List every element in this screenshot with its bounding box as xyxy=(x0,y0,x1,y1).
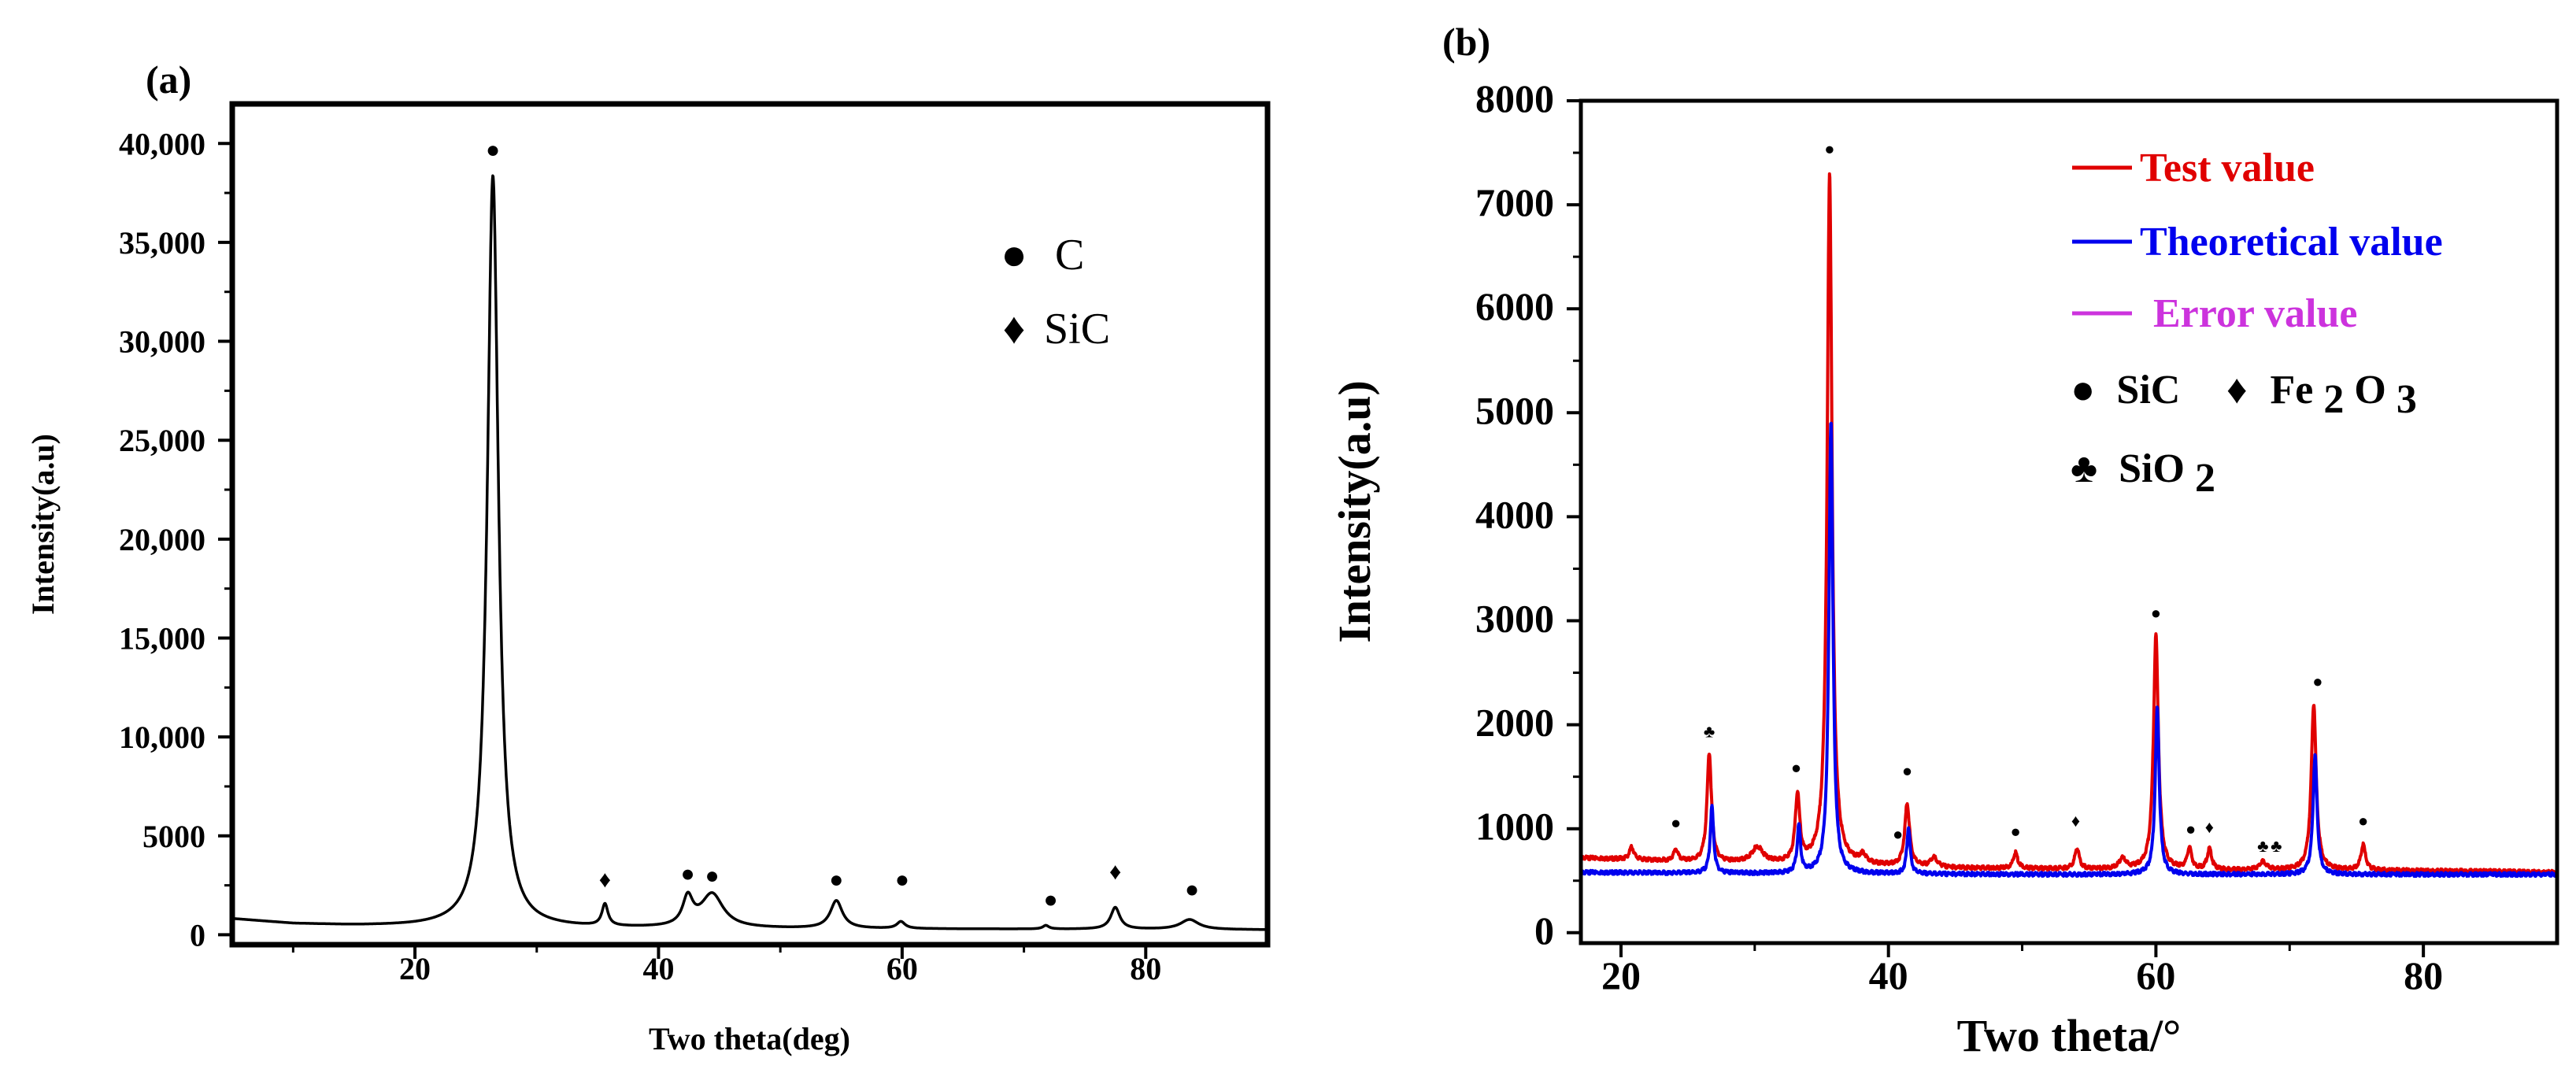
panel-a-y-axis-label: Intensity(a.u) xyxy=(25,434,61,615)
panel-b-markers-group: ●♣●●●●●♦●● ♦♣ ♣●● xyxy=(1671,139,2368,856)
panel-b-x-tick-label-1: 40 xyxy=(1869,953,1908,997)
panel-b-legend: Test value Theoretical value Error value… xyxy=(2071,146,2443,501)
panel-b-x-tick-label-3: 80 xyxy=(2404,953,2443,997)
legend-label-test-value: Test value xyxy=(2140,146,2315,191)
panel-b-phase-marker-0: ● xyxy=(1671,813,1681,833)
panel-b-x-tick-label-2: 60 xyxy=(2136,953,2175,997)
panel-b-phase-marker-10: ♦ xyxy=(2205,817,2214,837)
panel-a-phase-marker-5: ● xyxy=(895,867,909,893)
phase-legend-sic-symbol: ● xyxy=(2071,368,2095,413)
panel-a-plot-frame xyxy=(229,101,1271,948)
panel-b-y-tick-label-6: 6000 xyxy=(1475,284,1554,328)
panel-a-markers-group: ● ♦ ● ● ● ● ● ♦ ● xyxy=(486,137,1199,913)
panel-b-y-tick-label-8: 8000 xyxy=(1475,76,1554,120)
panel-b-y-tick-label-1: 1000 xyxy=(1475,805,1554,849)
panel-a: (a) ●♦ ● ● ● ●●♦● 20 40 60 800500010,00015,0002… xyxy=(25,57,1271,1056)
phase-legend-fe2o3: ♦ Fe 2 O 3 xyxy=(2226,368,2417,422)
panel-a-y-tick-label-1: 5000 xyxy=(142,819,205,854)
panel-a-phase-marker-6: ● xyxy=(1044,886,1058,912)
panel-a-x-tick-label-3: 80 xyxy=(1130,951,1161,986)
phase-legend-sic-label: SiC xyxy=(2116,368,2180,413)
panel-b-y-tick-label-7: 7000 xyxy=(1475,180,1554,224)
phase-legend-fe2o3-mid: O xyxy=(2354,368,2385,413)
panel-a-ticks-group: 20 40 60 80 0 5000 10,000 15,000 20,000 25,000 30,… xyxy=(119,126,1161,986)
panel-b-phase-marker-12: ♣ xyxy=(2271,836,2282,856)
phase-legend-sio2-symbol: ♣ xyxy=(2071,446,2097,491)
phase-legend-sio2-label: SiO xyxy=(2119,446,2185,491)
phase-legend-sic: ● SiC xyxy=(2071,368,2180,413)
panel-b-plot-frame xyxy=(1579,98,2559,945)
panel-a-legend-symbol-0: ● xyxy=(1001,231,1027,279)
panel-a-x-axis-label: Two theta(deg) xyxy=(649,1021,850,1056)
phase-legend-fe2o3-sub2: 3 xyxy=(2396,377,2417,422)
panel-b-phase-marker-11: ♣ xyxy=(2257,836,2268,856)
panel-b-y-tick-label-4: 4000 xyxy=(1475,492,1554,536)
phase-legend-sio2: ♣ SiO 2 xyxy=(2071,446,2215,501)
panel-a-series-group xyxy=(231,174,1269,931)
panel-a-x-tick-label-2: 60 xyxy=(886,951,918,986)
panel-b-phase-marker-6: ● xyxy=(2010,821,2020,841)
panel-a-phase-marker-2: ● xyxy=(681,861,695,887)
panel-b-y-tick-label-0: 0 xyxy=(1534,908,1554,953)
panel-a-y-tick-label-8: 40,000 xyxy=(119,126,205,161)
panel-b-series-line-0 xyxy=(1579,172,2559,876)
panel-a-phase-marker-3: ● xyxy=(705,863,719,889)
panel-a-phase-marker-8: ● xyxy=(1185,877,1199,903)
panel-a-legend-label-1: SiC xyxy=(1044,305,1110,353)
legend-label-theoretical-value: Theoretical value xyxy=(2140,220,2443,265)
panel-a-phase-marker-7: ♦ xyxy=(1109,859,1121,885)
panel-a-y-tick-label-5: 25,000 xyxy=(119,423,205,458)
panel-a-legend-symbol-1: ♦ xyxy=(1003,305,1026,353)
panel-b-phase-marker-7: ♦ xyxy=(2071,811,2080,831)
panel-b-ticks-group: 20 40 60 80 0 1000 2000 3000 4000 5000 6000 7000 800… xyxy=(1475,76,2443,997)
panel-a-series-line-0 xyxy=(231,174,1269,931)
panel-a-y-tick-label-7: 35,000 xyxy=(119,225,205,261)
panel-a-phase-marker-1: ♦ xyxy=(599,867,611,893)
panel-b-x-axis-label: Two theta/° xyxy=(1957,1010,2182,1061)
panel-b-y-tick-label-3: 3000 xyxy=(1475,596,1554,640)
panel-b-phase-marker-8: ● xyxy=(2151,603,2161,623)
panel-a-y-tick-label-6: 30,000 xyxy=(119,324,205,360)
panel-b-y-tick-label-2: 2000 xyxy=(1475,701,1554,745)
panel-a-phase-marker-0: ● xyxy=(486,137,500,163)
panel-b: (b) ●♣●●●●●♦●● ♦♣ ♣●● 20 40 60 80010002000300… xyxy=(1329,20,2559,1061)
panel-b-phase-marker-2: ● xyxy=(1791,758,1801,778)
panel-a-y-tick-label-2: 10,000 xyxy=(119,720,205,755)
panel-a-legend: ● C ♦ SiC xyxy=(1001,231,1110,353)
panel-a-y-tick-label-3: 15,000 xyxy=(119,620,205,656)
phase-legend-fe2o3-label: Fe xyxy=(2271,368,2314,413)
panel-a-phase-marker-4: ● xyxy=(829,867,843,893)
panel-b-series-line-1 xyxy=(1579,421,2559,879)
panel-b-label: (b) xyxy=(1442,20,1490,64)
phase-legend-fe2o3-symbol: ♦ xyxy=(2226,368,2248,413)
panel-b-y-axis-label: Intensity(a.u) xyxy=(1329,380,1380,643)
panel-a-legend-label-0: C xyxy=(1055,231,1084,279)
phase-legend-sio2-sub1: 2 xyxy=(2195,456,2215,501)
panel-b-x-tick-label-0: 20 xyxy=(1601,953,1641,997)
panel-a-x-tick-label-0: 20 xyxy=(399,951,431,986)
panel-b-phase-marker-4: ● xyxy=(1893,824,1903,844)
panel-b-phase-marker-5: ● xyxy=(1902,761,1912,781)
panel-a-y-tick-label-0: 0 xyxy=(190,917,205,953)
panel-b-phase-marker-9: ● xyxy=(2186,820,2196,839)
panel-b-phase-marker-14: ● xyxy=(2358,811,2368,831)
panel-a-x-tick-label-1: 40 xyxy=(642,951,674,986)
legend-label-error-value: Error value xyxy=(2153,291,2358,336)
panel-b-phase-marker-13: ● xyxy=(2312,672,2322,691)
phase-legend-fe2o3-sub1: 2 xyxy=(2323,377,2344,422)
panel-b-y-tick-label-5: 5000 xyxy=(1475,388,1554,432)
panel-b-phase-marker-1: ♣ xyxy=(1704,721,1715,741)
panel-a-label: (a) xyxy=(146,57,191,102)
panel-b-phase-marker-3: ● xyxy=(1824,139,1834,159)
panel-a-y-tick-label-4: 20,000 xyxy=(119,522,205,557)
panel-b-series-group xyxy=(1579,172,2559,879)
